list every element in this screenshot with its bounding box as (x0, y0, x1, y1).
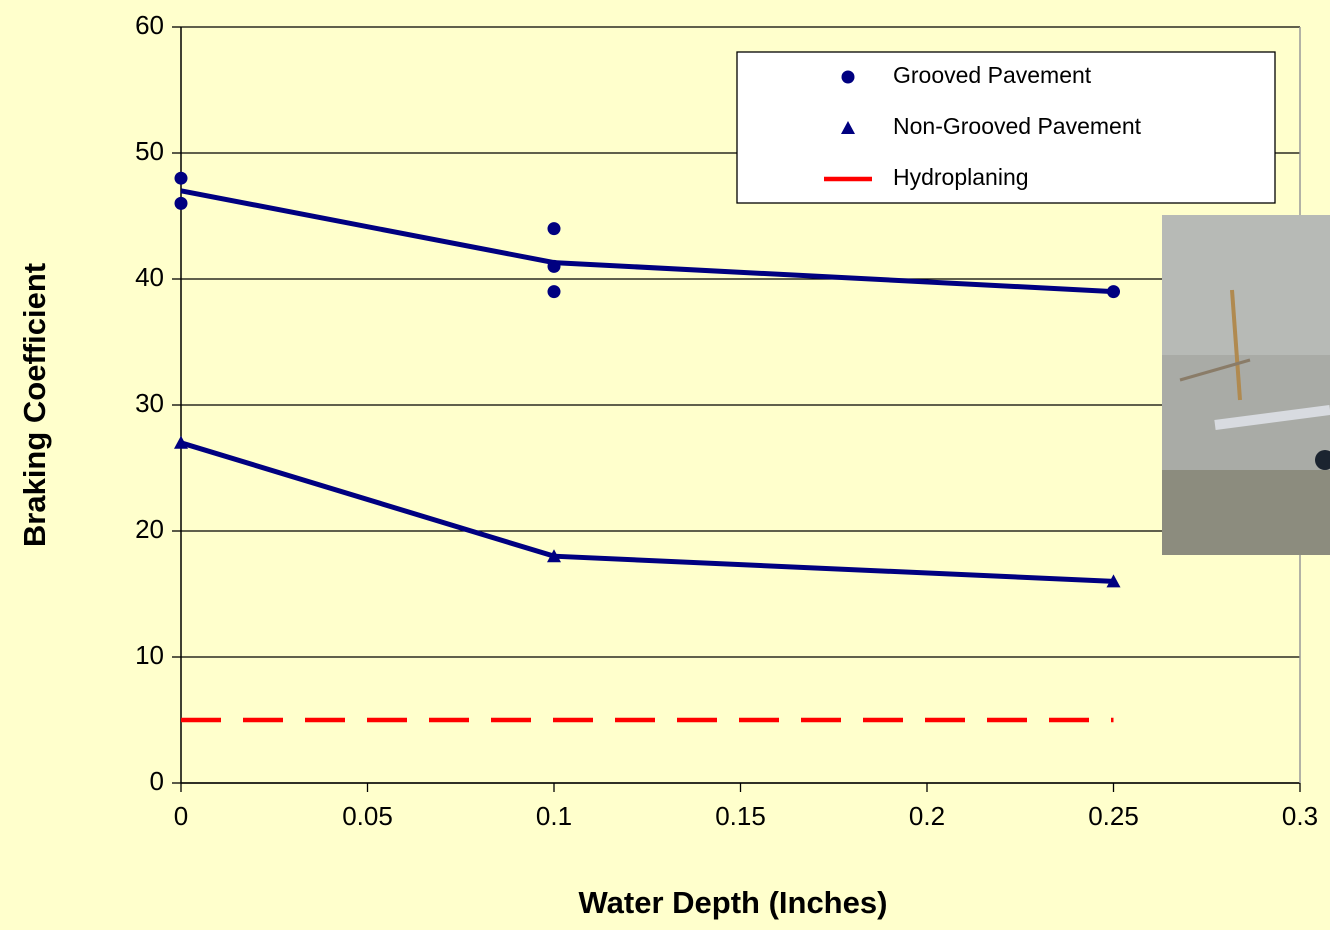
point (174, 196, 188, 210)
point (1107, 285, 1120, 299)
y-tick-label: 0 (150, 766, 164, 796)
y-tick-label: 60 (135, 10, 164, 40)
photo (1162, 215, 1330, 555)
photo-crane (1179, 358, 1251, 382)
point (547, 222, 561, 236)
x-tick-label: 0.1 (536, 801, 572, 831)
legend-label: Non-Grooved Pavement (893, 113, 1142, 139)
legend-marker (841, 70, 855, 84)
point (547, 549, 561, 563)
y-tick-label: 30 (135, 388, 164, 418)
x-axis-title: Water Depth (Inches) (579, 885, 888, 920)
legend: Grooved Pavement Non-Grooved Pavement Hydr… (736, 51, 1276, 204)
y-tick-label: 10 (135, 640, 164, 670)
legend-marker (841, 121, 855, 134)
photo-crane (1230, 289, 1242, 401)
point (1106, 574, 1121, 588)
photo-engine (1315, 450, 1330, 470)
y-tick-label: 40 (135, 262, 164, 292)
x-tick-label: 0.05 (342, 801, 393, 831)
point (547, 285, 561, 299)
x-tick-label: 0 (174, 801, 188, 831)
point (547, 259, 561, 273)
legend-label: Hydroplaning (893, 164, 1029, 190)
y-axis-title: Braking Coefficient (17, 263, 52, 547)
x-tick-label: 0.3 (1282, 801, 1318, 831)
photo-wing (1214, 405, 1330, 430)
x-tick-label: 0.25 (1088, 801, 1139, 831)
y-tick-label: 50 (135, 136, 164, 166)
x-tick-label: 0.15 (715, 801, 766, 831)
x-tick-label: 0.2 (909, 801, 945, 831)
legend-label: Grooved Pavement (893, 62, 1092, 88)
photo-ground (1162, 470, 1330, 555)
point (174, 171, 188, 185)
photo-sky (1162, 215, 1330, 355)
point (174, 435, 188, 449)
y-tick-label: 20 (135, 514, 164, 544)
